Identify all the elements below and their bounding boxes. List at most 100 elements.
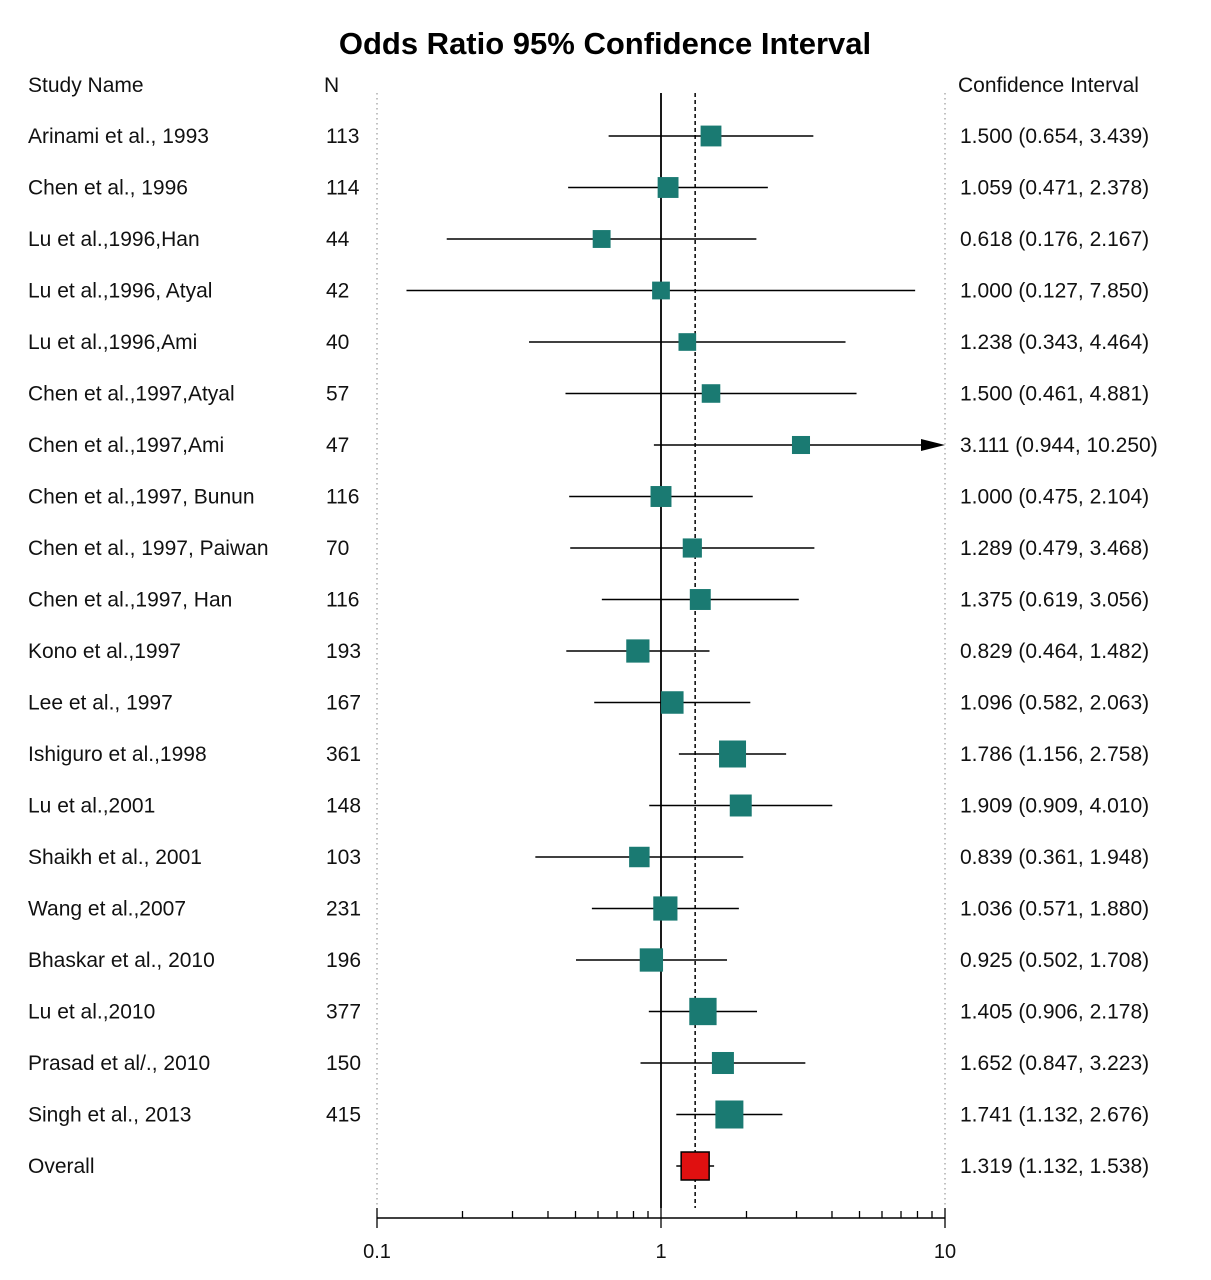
study-row: Chen et al., 1997, Paiwan 70 1.289 (0.479,… (28, 537, 1149, 560)
study-row: Bhaskar et al., 2010 196 0.925 (0.502, 1.7… (28, 948, 1149, 972)
study-row: Chen et al.,1997,Ami 47 3.111 (0.944, 10.2… (28, 434, 1158, 457)
study-name: Bhaskar et al., 2010 (28, 949, 215, 972)
study-row: Shaikh et al., 2001 103 0.839 (0.361, 1.94… (28, 846, 1149, 869)
study-marker (682, 538, 702, 558)
study-n: 116 (326, 589, 359, 612)
ci-arrow (921, 439, 945, 451)
study-ci-text: 1.289 (0.479, 3.468) (960, 537, 1149, 560)
study-row: Lu et al.,1996, Atyal 42 1.000 (0.127, 7.8… (28, 280, 1149, 303)
study-marker (661, 691, 684, 714)
study-ci-text: 1.375 (0.619, 3.056) (960, 589, 1149, 612)
study-n: 103 (326, 846, 361, 869)
study-ci-text: 1.036 (0.571, 1.880) (960, 898, 1149, 921)
study-name: Ishiguro et al.,1998 (28, 743, 207, 766)
study-rows: Arinami et al., 1993 113 1.500 (0.654, 3.4… (28, 125, 1158, 1181)
study-marker (689, 997, 717, 1026)
study-ci-text: 1.059 (0.471, 2.378) (960, 177, 1149, 200)
study-n: 116 (326, 486, 359, 509)
study-row: Prasad et al/., 2010 150 1.652 (0.847, 3.2… (28, 1051, 1149, 1075)
study-row: Kono et al.,1997 193 0.829 (0.464, 1.482) (28, 639, 1149, 663)
study-name: Chen et al.,1997, Bunun (28, 486, 255, 509)
study-row: Lu et al.,1996,Ami 40 1.238 (0.343, 4.464) (28, 331, 1149, 354)
study-n: 42 (326, 280, 349, 303)
overall-marker (680, 1151, 710, 1181)
study-n: 193 (326, 640, 361, 663)
x-tick-label: 10 (934, 1241, 956, 1263)
study-name: Lu et al.,1996,Ami (28, 331, 197, 354)
study-n: 148 (326, 795, 361, 818)
study-name: Prasad et al/., 2010 (28, 1052, 210, 1075)
study-marker (650, 486, 672, 507)
study-ci-text: 1.405 (0.906, 2.178) (960, 1001, 1149, 1024)
study-marker (592, 230, 611, 248)
study-name: Chen et al.,1997,Ami (28, 434, 224, 457)
study-ci-text: 3.111 (0.944, 10.250) (960, 434, 1158, 457)
study-name: Lu et al.,2010 (28, 1001, 155, 1024)
study-row: Lu et al.,1996,Han 44 0.618 (0.176, 2.167) (28, 228, 1149, 251)
study-marker (711, 1051, 734, 1075)
study-marker (639, 948, 664, 972)
study-marker (715, 1100, 744, 1129)
study-name: Arinami et al., 1993 (28, 125, 209, 148)
study-marker (657, 177, 679, 198)
study-row: Lu et al.,2010 377 1.405 (0.906, 2.178) (28, 997, 1149, 1026)
study-ci-text: 0.829 (0.464, 1.482) (960, 640, 1149, 663)
study-ci-text: 0.618 (0.176, 2.167) (960, 228, 1149, 251)
x-axis: 0.1 1 10 (363, 1208, 956, 1263)
study-ci-text: 1.500 (0.461, 4.881) (960, 383, 1149, 406)
study-n: 377 (326, 1001, 361, 1024)
study-name: Kono et al.,1997 (28, 640, 181, 663)
study-name: Shaikh et al., 2001 (28, 846, 202, 869)
study-marker (626, 639, 650, 663)
study-row: Chen et al.,1997,Atyal 57 1.500 (0.461, 4.… (28, 383, 1149, 406)
study-n: 47 (326, 434, 349, 457)
study-name: Chen et al.,1997,Atyal (28, 383, 235, 406)
study-name: Chen et al., 1996 (28, 177, 188, 200)
study-row: Singh et al., 2013 415 1.741 (1.132, 2.676… (28, 1100, 1149, 1129)
study-marker (700, 125, 722, 147)
study-n: 415 (326, 1104, 361, 1127)
study-n: 150 (326, 1052, 361, 1075)
study-ci-text: 1.000 (0.475, 2.104) (960, 486, 1149, 509)
study-name: Lee et al., 1997 (28, 692, 173, 715)
study-marker (701, 384, 721, 403)
header-study-name: Study Name (28, 74, 144, 97)
study-n: 196 (326, 949, 361, 972)
study-ci-text: 1.741 (1.132, 2.676) (960, 1104, 1149, 1127)
study-name: Wang et al.,2007 (28, 898, 186, 921)
study-n: 167 (326, 692, 361, 715)
chart-title: Odds Ratio 95% Confidence Interval (339, 26, 871, 61)
study-name: Chen et al., 1997, Paiwan (28, 537, 269, 560)
study-ci-text: 1.238 (0.343, 4.464) (960, 331, 1149, 354)
study-ci-text: 1.786 (1.156, 2.758) (960, 743, 1149, 766)
study-marker (689, 589, 711, 610)
study-ci-text: 0.839 (0.361, 1.948) (960, 846, 1149, 869)
study-row: Chen et al.,1997, Bunun 116 1.000 (0.475, … (28, 486, 1149, 509)
study-ci-text: 1.909 (0.909, 4.010) (960, 795, 1149, 818)
study-row: Ishiguro et al.,1998 361 1.786 (1.156, 2.7… (28, 740, 1149, 768)
study-ci-text: 1.000 (0.127, 7.850) (960, 280, 1149, 303)
study-n: 231 (326, 898, 361, 921)
study-row: Chen et al., 1996 114 1.059 (0.471, 2.378) (28, 177, 1149, 200)
study-ci-text: 1.096 (0.582, 2.063) (960, 692, 1149, 715)
study-name: Lu et al.,1996, Atyal (28, 280, 212, 303)
study-row: Arinami et al., 1993 113 1.500 (0.654, 3.4… (28, 125, 1149, 148)
study-marker (791, 435, 811, 455)
study-n: 114 (326, 177, 360, 200)
study-marker (729, 794, 752, 817)
study-name: Singh et al., 2013 (28, 1104, 191, 1127)
overall-row: Overall 1.319 (1.132, 1.538) (28, 1151, 1149, 1181)
study-name: Lu et al.,2001 (28, 795, 155, 818)
study-n: 40 (326, 331, 349, 354)
overall-ci-text: 1.319 (1.132, 1.538) (960, 1155, 1149, 1178)
header-confidence-interval: Confidence Interval (958, 74, 1139, 97)
study-name: Chen et al.,1997, Han (28, 589, 232, 612)
study-marker (678, 333, 697, 351)
study-marker (653, 896, 678, 921)
study-marker (629, 846, 650, 868)
study-marker (719, 740, 747, 768)
study-ci-text: 1.500 (0.654, 3.439) (960, 125, 1149, 148)
study-row: Chen et al.,1997, Han 116 1.375 (0.619, 3.… (28, 589, 1149, 612)
study-ci-text: 0.925 (0.502, 1.708) (960, 949, 1149, 972)
